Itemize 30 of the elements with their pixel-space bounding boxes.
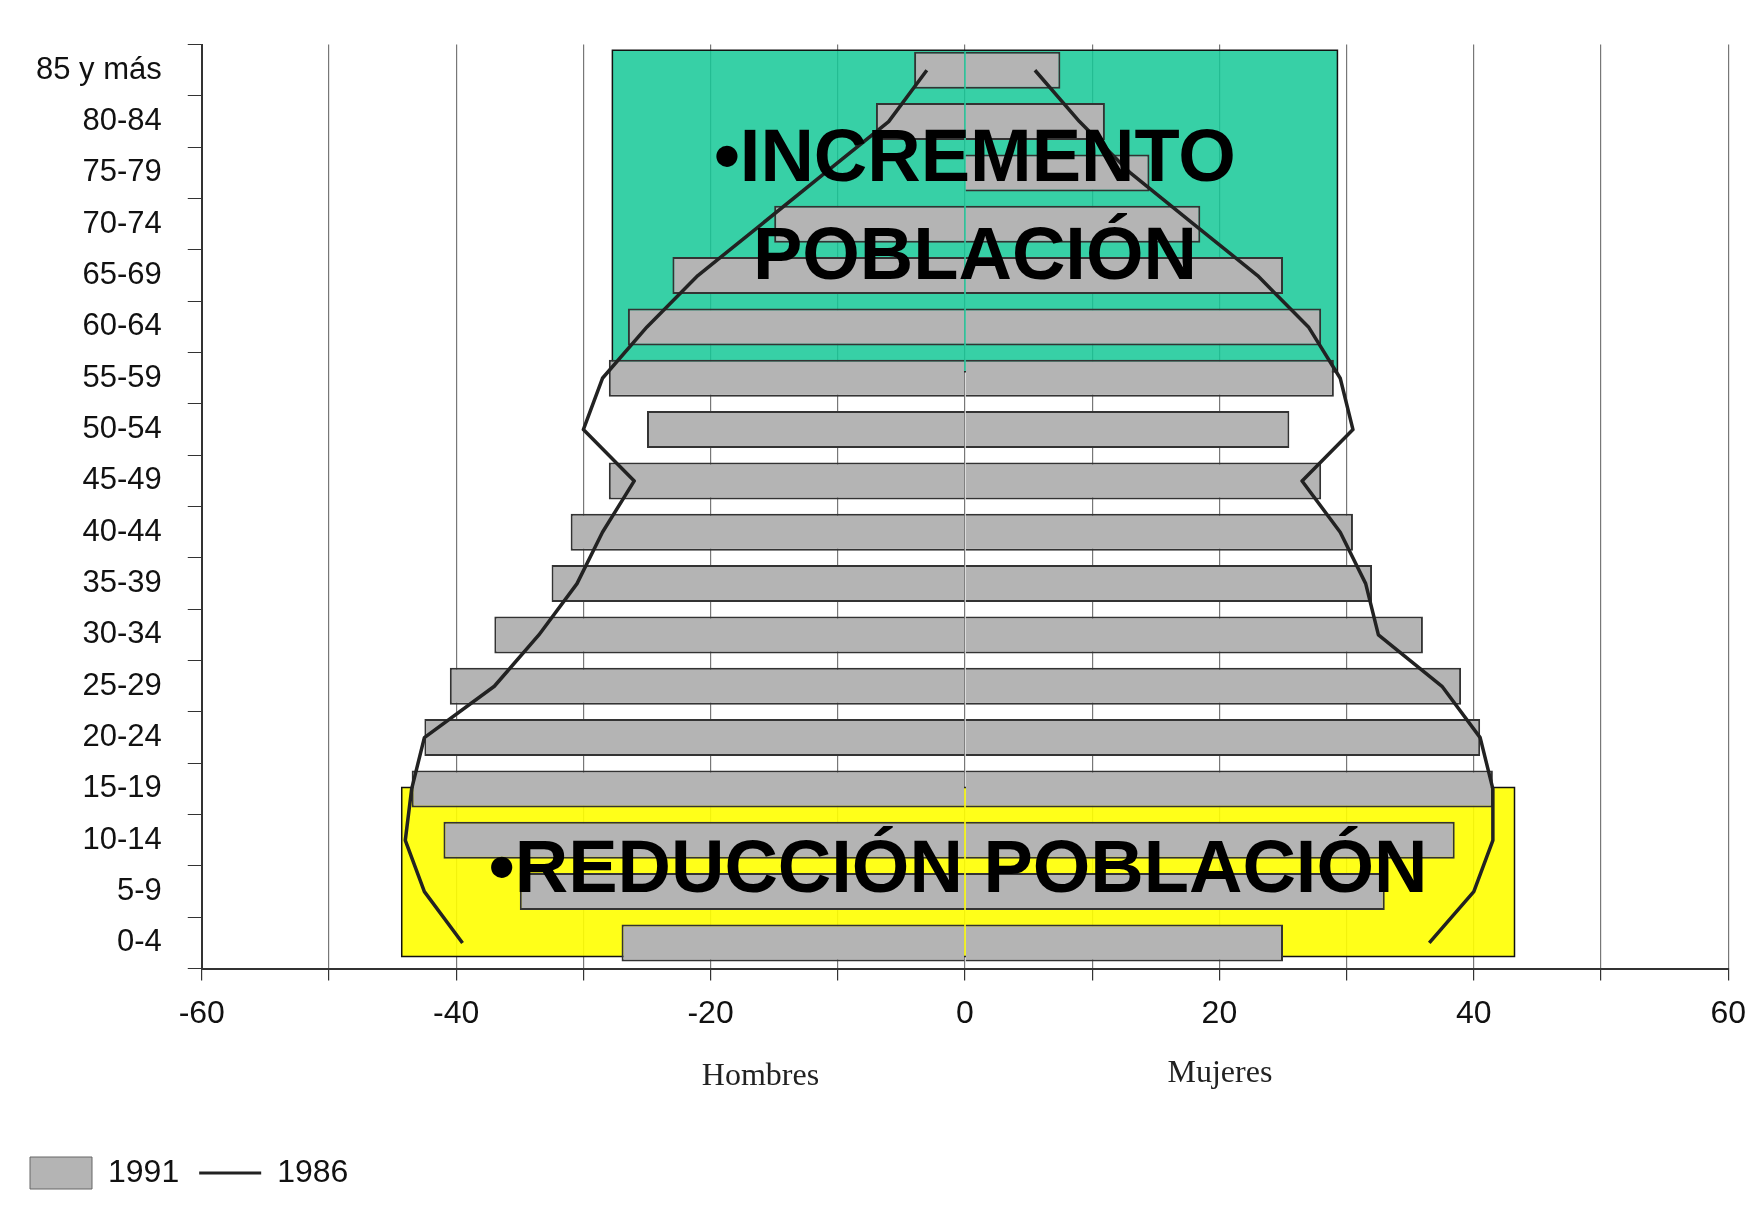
y-tick-label: 80-84 bbox=[82, 102, 162, 138]
y-tick-label: 0-4 bbox=[116, 923, 162, 959]
y-tick-label: 65-69 bbox=[82, 256, 162, 292]
legend-label: 1986 bbox=[277, 1152, 349, 1189]
x-tick-label: 40 bbox=[1456, 993, 1492, 1030]
x-tick-label: -60 bbox=[178, 993, 225, 1030]
y-tick-label: 55-59 bbox=[82, 358, 162, 394]
x-tick-label: 20 bbox=[1201, 993, 1238, 1030]
x-axis-title: Hombres bbox=[701, 1056, 820, 1093]
y-tick-label: 30-34 bbox=[82, 615, 162, 651]
x-tick-label: -40 bbox=[433, 993, 480, 1030]
x-tick-label: -20 bbox=[687, 993, 734, 1030]
x-tick-label: 60 bbox=[1710, 993, 1746, 1030]
annotation: •REDUCCIÓN POBLACIÓN bbox=[488, 825, 1428, 909]
y-tick-label: 75-79 bbox=[82, 153, 162, 189]
y-tick-label: 70-74 bbox=[82, 204, 162, 240]
legend-label: 1991 bbox=[108, 1152, 180, 1189]
y-tick-label: 40-44 bbox=[82, 512, 162, 548]
y-tick-label: 20-24 bbox=[82, 718, 162, 754]
y-tick-label: 5-9 bbox=[116, 872, 162, 908]
y-tick-label: 35-39 bbox=[82, 564, 162, 600]
x-tick-label: 0 bbox=[956, 993, 974, 1030]
y-tick-label: 85 y más bbox=[35, 50, 162, 86]
text: Mujeres bbox=[1167, 1053, 1273, 1090]
y-tick-label: 10-14 bbox=[82, 820, 162, 856]
y-tick-label: 25-29 bbox=[82, 666, 162, 702]
y-tick-label: 50-54 bbox=[82, 410, 162, 446]
y-tick-label: 60-64 bbox=[82, 307, 162, 343]
y-tick-label: 45-49 bbox=[82, 461, 162, 497]
y-tick-label: 15-19 bbox=[82, 769, 162, 805]
